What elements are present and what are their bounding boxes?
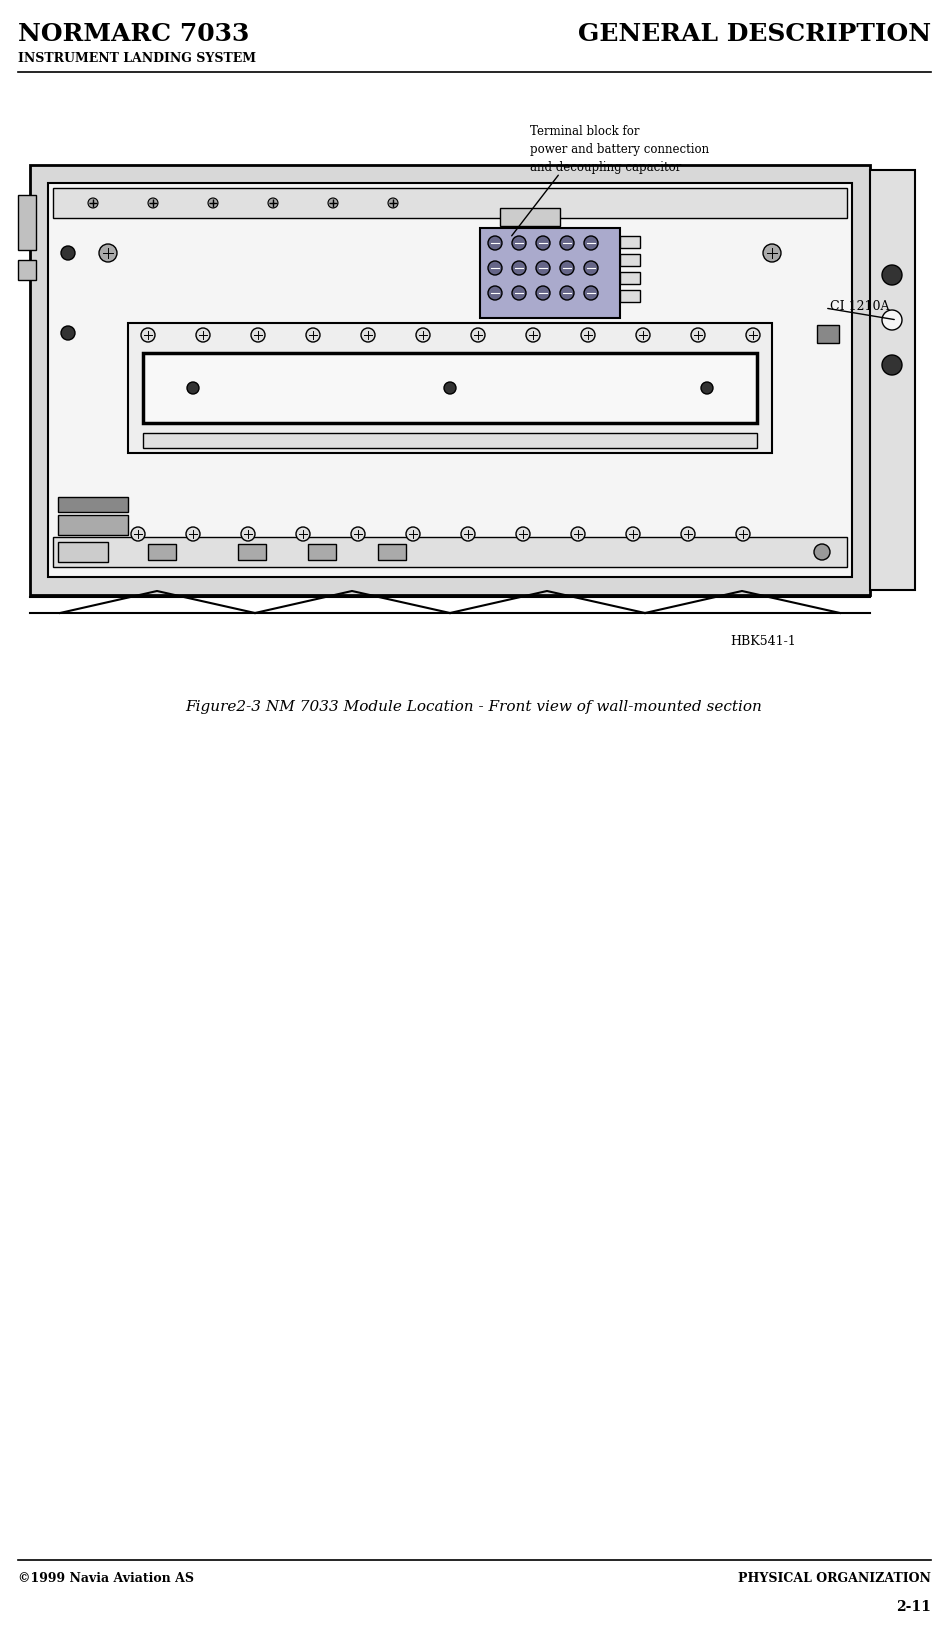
Text: Terminal block for
power and battery connection
and decoupling capacitor: Terminal block for power and battery con…	[530, 126, 709, 175]
Circle shape	[196, 328, 210, 343]
Circle shape	[691, 328, 705, 343]
Circle shape	[461, 527, 475, 540]
Circle shape	[251, 328, 265, 343]
Circle shape	[681, 527, 695, 540]
Bar	[143, 432, 757, 449]
Circle shape	[444, 382, 456, 393]
Text: INSTRUMENT LANDING SYSTEM: INSTRUMENT LANDING SYSTEM	[18, 52, 256, 65]
Bar	[870, 170, 915, 591]
Circle shape	[814, 543, 830, 560]
Bar	[308, 543, 336, 560]
Circle shape	[882, 356, 902, 375]
Text: PHYSICAL ORGANIZATION: PHYSICAL ORGANIZATION	[738, 1572, 931, 1585]
Bar	[128, 323, 772, 454]
Circle shape	[516, 527, 530, 540]
Bar	[53, 537, 847, 566]
Bar	[18, 259, 36, 281]
Bar	[143, 353, 757, 423]
Circle shape	[488, 237, 502, 250]
Circle shape	[701, 382, 713, 393]
Bar	[53, 188, 847, 219]
Circle shape	[882, 264, 902, 286]
Bar	[18, 194, 36, 250]
Circle shape	[526, 328, 540, 343]
Circle shape	[536, 237, 550, 250]
Bar	[817, 325, 839, 343]
Circle shape	[187, 382, 199, 393]
Bar	[58, 498, 128, 512]
Text: ©1999 Navia Aviation AS: ©1999 Navia Aviation AS	[18, 1572, 194, 1585]
Circle shape	[268, 197, 278, 207]
Text: Figure2-3 NM 7033 Module Location - Front view of wall-mounted section: Figure2-3 NM 7033 Module Location - Fron…	[186, 700, 762, 715]
Circle shape	[306, 328, 320, 343]
Circle shape	[584, 286, 598, 300]
Circle shape	[746, 328, 760, 343]
Circle shape	[88, 197, 98, 207]
Circle shape	[61, 326, 75, 339]
Circle shape	[361, 328, 375, 343]
Circle shape	[560, 261, 574, 276]
Bar	[238, 543, 266, 560]
Circle shape	[186, 527, 200, 540]
Circle shape	[882, 310, 902, 330]
Bar	[148, 543, 176, 560]
Circle shape	[636, 328, 650, 343]
Circle shape	[388, 197, 398, 207]
Circle shape	[584, 237, 598, 250]
Text: 2-11: 2-11	[896, 1599, 931, 1614]
Bar	[58, 516, 128, 535]
Circle shape	[584, 261, 598, 276]
Bar	[620, 290, 640, 302]
Circle shape	[61, 246, 75, 259]
Circle shape	[296, 527, 310, 540]
Circle shape	[512, 237, 526, 250]
Bar	[378, 543, 406, 560]
Circle shape	[131, 527, 145, 540]
Bar	[500, 207, 560, 225]
Circle shape	[148, 197, 158, 207]
Circle shape	[512, 286, 526, 300]
Bar	[48, 183, 852, 578]
Circle shape	[241, 527, 255, 540]
Circle shape	[208, 197, 218, 207]
Circle shape	[626, 527, 640, 540]
Circle shape	[571, 527, 585, 540]
Circle shape	[536, 286, 550, 300]
Circle shape	[328, 197, 338, 207]
Bar	[620, 273, 640, 284]
Circle shape	[736, 527, 750, 540]
Circle shape	[536, 261, 550, 276]
Circle shape	[99, 245, 117, 263]
Text: HBK541-1: HBK541-1	[730, 635, 796, 648]
Circle shape	[141, 328, 155, 343]
Circle shape	[416, 328, 430, 343]
Circle shape	[581, 328, 595, 343]
Bar	[58, 542, 108, 561]
Bar	[480, 228, 620, 318]
Circle shape	[512, 261, 526, 276]
Circle shape	[351, 527, 365, 540]
Bar	[620, 237, 640, 248]
Circle shape	[763, 245, 781, 263]
Circle shape	[560, 286, 574, 300]
Bar	[620, 255, 640, 266]
Circle shape	[488, 261, 502, 276]
Circle shape	[406, 527, 420, 540]
Circle shape	[560, 237, 574, 250]
Circle shape	[471, 328, 485, 343]
Bar	[30, 165, 870, 596]
Text: GENERAL DESCRIPTION: GENERAL DESCRIPTION	[578, 21, 931, 46]
Circle shape	[488, 286, 502, 300]
Text: CI 1210A: CI 1210A	[830, 300, 889, 313]
Text: NORMARC 7033: NORMARC 7033	[18, 21, 250, 46]
